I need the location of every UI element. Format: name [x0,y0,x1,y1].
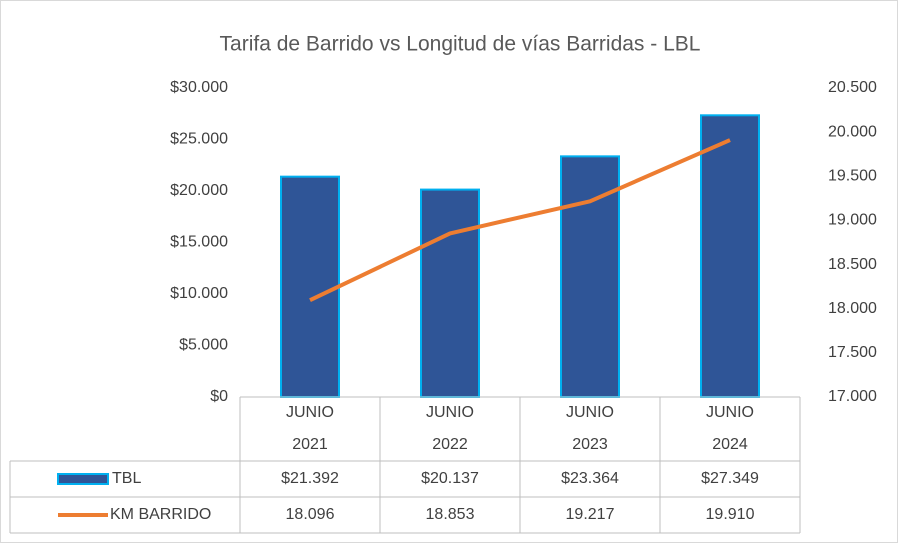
x-tick-label: 2024 [712,436,748,453]
data-label: 19.217 [566,506,615,523]
y2-tick-label: 20.500 [828,79,877,96]
legend-key [57,473,109,485]
y2-tick-label: 17.500 [828,344,877,361]
y2-tick-label: 20.000 [828,123,877,140]
x-tick-label: 2023 [572,436,608,453]
data-label: $23.364 [561,470,619,487]
bar [560,155,620,398]
data-label: 18.853 [426,506,475,523]
x-tick-label: JUNIO [286,404,334,421]
bar [420,188,480,398]
x-tick-label: 2021 [292,436,328,453]
line [309,138,731,303]
data-label: 19.910 [706,506,755,523]
bar [700,114,760,398]
x-tick-label: 2022 [432,436,468,453]
x-tick-label: JUNIO [706,404,754,421]
data-label: $20.137 [421,470,479,487]
y-tick-label: $20.000 [170,182,228,199]
y2-tick-label: 19.500 [828,168,877,185]
y2-tick-label: 19.000 [828,212,877,229]
y-tick-label: $5.000 [179,337,228,354]
y-tick-label: $10.000 [170,285,228,302]
bar [280,175,340,398]
y-tick-label: $0 [210,388,228,405]
y2-tick-label: 18.000 [828,300,877,317]
data-label: $27.349 [701,470,759,487]
y-tick-label: $30.000 [170,79,228,96]
x-tick-label: JUNIO [566,404,614,421]
legend-label: TBL [112,470,141,487]
data-label: $21.392 [281,470,339,487]
y-tick-label: $25.000 [170,131,228,148]
y2-tick-label: 17.000 [828,388,877,405]
chart-title: Tarifa de Barrido vs Longitud de vías Ba… [220,33,701,56]
legend-label: KM BARRIDO [110,506,211,523]
data-label: 18.096 [286,506,335,523]
y2-tick-label: 18.500 [828,256,877,273]
y-tick-label: $15.000 [170,234,228,251]
x-tick-label: JUNIO [426,404,474,421]
